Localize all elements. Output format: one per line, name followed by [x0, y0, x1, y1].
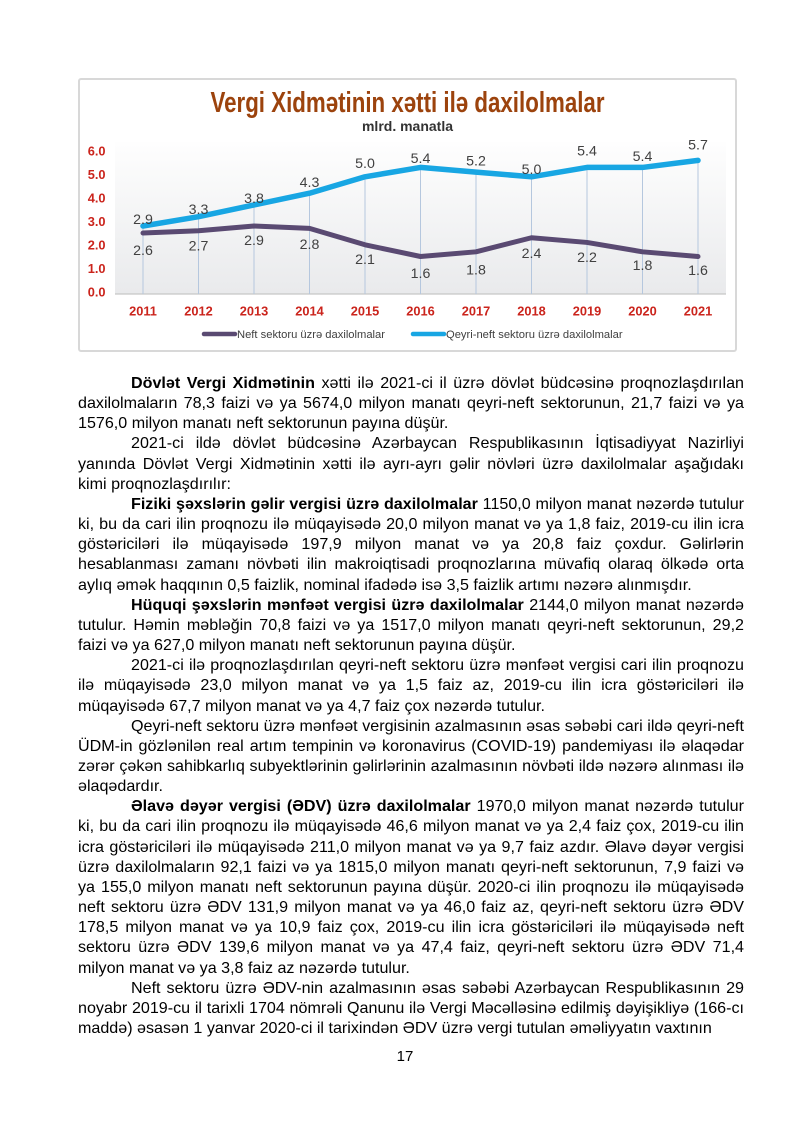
svg-text:1.0: 1.0 [88, 261, 106, 276]
svg-text:2015: 2015 [351, 304, 379, 319]
svg-text:5.0: 5.0 [355, 156, 375, 172]
svg-text:2.9: 2.9 [133, 212, 153, 228]
svg-text:5.4: 5.4 [577, 143, 597, 159]
svg-text:5.7: 5.7 [688, 137, 708, 153]
svg-text:5.4: 5.4 [411, 151, 431, 167]
svg-text:3.0: 3.0 [88, 214, 106, 229]
svg-text:Neft sektoru üzrə daxilolmalar: Neft sektoru üzrə daxilolmalar [237, 329, 385, 341]
svg-text:2011: 2011 [129, 304, 157, 319]
svg-text:5.0: 5.0 [88, 167, 106, 182]
svg-text:2012: 2012 [184, 304, 212, 319]
svg-text:4.3: 4.3 [300, 175, 320, 191]
svg-text:1.6: 1.6 [688, 263, 708, 279]
svg-text:2.7: 2.7 [189, 239, 209, 255]
svg-text:1.6: 1.6 [411, 266, 431, 282]
svg-text:0.0: 0.0 [88, 284, 106, 299]
svg-text:5.2: 5.2 [466, 153, 486, 169]
svg-text:2019: 2019 [573, 304, 601, 319]
svg-text:3.8: 3.8 [244, 191, 264, 207]
svg-text:2021: 2021 [684, 304, 712, 319]
svg-text:2.9: 2.9 [244, 233, 264, 249]
svg-text:2013: 2013 [240, 304, 268, 319]
svg-text:2014: 2014 [295, 304, 324, 319]
svg-text:2.0: 2.0 [88, 237, 106, 252]
svg-text:2017: 2017 [462, 304, 490, 319]
svg-text:3.3: 3.3 [189, 202, 209, 218]
svg-text:2.1: 2.1 [355, 252, 375, 268]
svg-text:1.8: 1.8 [466, 262, 486, 278]
svg-text:2018: 2018 [517, 304, 545, 319]
svg-text:5.0: 5.0 [522, 162, 542, 178]
svg-text:4.0: 4.0 [88, 191, 106, 206]
svg-text:2016: 2016 [406, 304, 434, 319]
svg-text:Qeyri-neft sektoru üzrə daxilo: Qeyri-neft sektoru üzrə daxilolmalar [446, 329, 623, 341]
svg-text:2.2: 2.2 [577, 250, 597, 266]
svg-text:2.4: 2.4 [522, 246, 542, 262]
svg-text:2020: 2020 [628, 304, 656, 319]
svg-text:2.8: 2.8 [300, 237, 320, 253]
svg-text:6.0: 6.0 [88, 144, 106, 159]
svg-text:1.8: 1.8 [633, 258, 653, 274]
svg-text:5.4: 5.4 [633, 149, 653, 165]
svg-text:2.6: 2.6 [133, 243, 153, 259]
